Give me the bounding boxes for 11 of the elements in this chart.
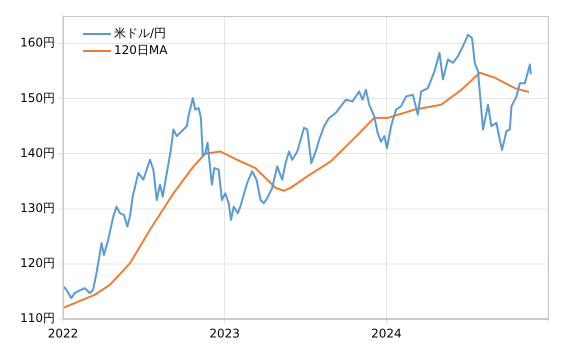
- y-tick-label: 150円: [20, 90, 55, 105]
- y-tick-label: 160円: [20, 36, 55, 50]
- y-tick-label: 130円: [20, 200, 55, 215]
- y-tick-label: 110円: [20, 311, 55, 326]
- y-tick-label: 140円: [20, 146, 55, 160]
- x-tick-label: 2022: [48, 326, 78, 340]
- legend-label: 米ドル/円: [114, 26, 166, 40]
- x-tick-label: 2024: [371, 326, 402, 340]
- x-tick-label: 2023: [209, 326, 240, 340]
- legend-label: 120日MA: [114, 43, 168, 58]
- y-tick-label: 120円: [20, 256, 55, 270]
